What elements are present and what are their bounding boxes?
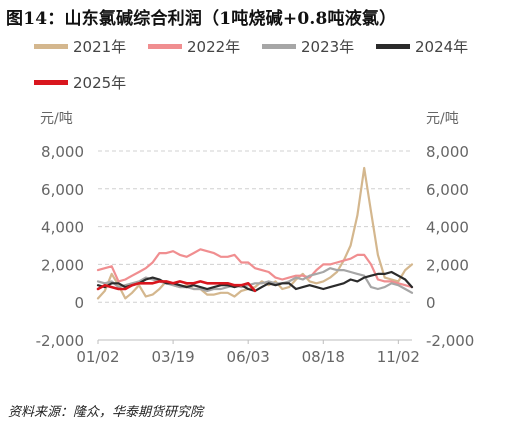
- series-line-2025年: [96, 280, 257, 293]
- legend-item-2025: 2025年: [34, 72, 126, 93]
- legend-label-2021: 2021年: [73, 38, 127, 56]
- y-tick-label-right: 6,000: [426, 181, 469, 199]
- y-tick-label-left: 6,000: [41, 181, 84, 199]
- legend-item-2022: 2022年: [148, 36, 240, 57]
- y-unit-right: 元/吨: [426, 111, 459, 127]
- series-line-2022年: [96, 248, 414, 289]
- y-tick-label-right: 4,000: [426, 219, 469, 237]
- y-tick-label-left: 2,000: [41, 256, 84, 274]
- y-tick-label-right: 8,000: [426, 143, 469, 161]
- legend-swatch-2024: [376, 44, 410, 49]
- legend-item-2024: 2024年: [376, 36, 468, 57]
- x-tick-label: 08/18: [302, 348, 345, 366]
- chart-title: 图14：山东氯碱综合利润（1吨烧碱+0.8吨液氯）: [6, 9, 397, 29]
- legend-item-2023: 2023年: [262, 36, 354, 57]
- legend-swatch-2022: [148, 44, 182, 49]
- legend-label-2025: 2025年: [73, 74, 127, 92]
- source-note: 资料来源：隆众，华泰期货研究院: [8, 405, 204, 420]
- y-tick-label-right: -2,000: [426, 332, 474, 350]
- legend-label-2023: 2023年: [301, 38, 355, 56]
- y-tick-label-right: 0: [426, 294, 436, 312]
- series-line-2021年: [96, 166, 414, 300]
- legend-item-2021: 2021年: [34, 36, 126, 57]
- y-tick-label-left: 0: [74, 294, 84, 312]
- x-tick-label: 03/19: [151, 348, 194, 366]
- legend-swatch-2023: [262, 44, 296, 49]
- y-unit-left: 元/吨: [40, 111, 73, 127]
- y-tick-label-left: -2,000: [36, 332, 84, 350]
- legend-swatch-2025: [34, 80, 68, 85]
- y-tick-label-left: 4,000: [41, 219, 84, 237]
- x-tick-label: 06/03: [227, 348, 270, 366]
- y-tick-label-left: 8,000: [41, 143, 84, 161]
- x-tick-label: 11/02: [377, 348, 420, 366]
- legend-swatch-2021: [34, 44, 68, 49]
- x-tick-label: 01/02: [76, 348, 119, 366]
- legend-label-2024: 2024年: [415, 38, 469, 56]
- legend-label-2022: 2022年: [187, 38, 241, 56]
- y-tick-label-right: 2,000: [426, 256, 469, 274]
